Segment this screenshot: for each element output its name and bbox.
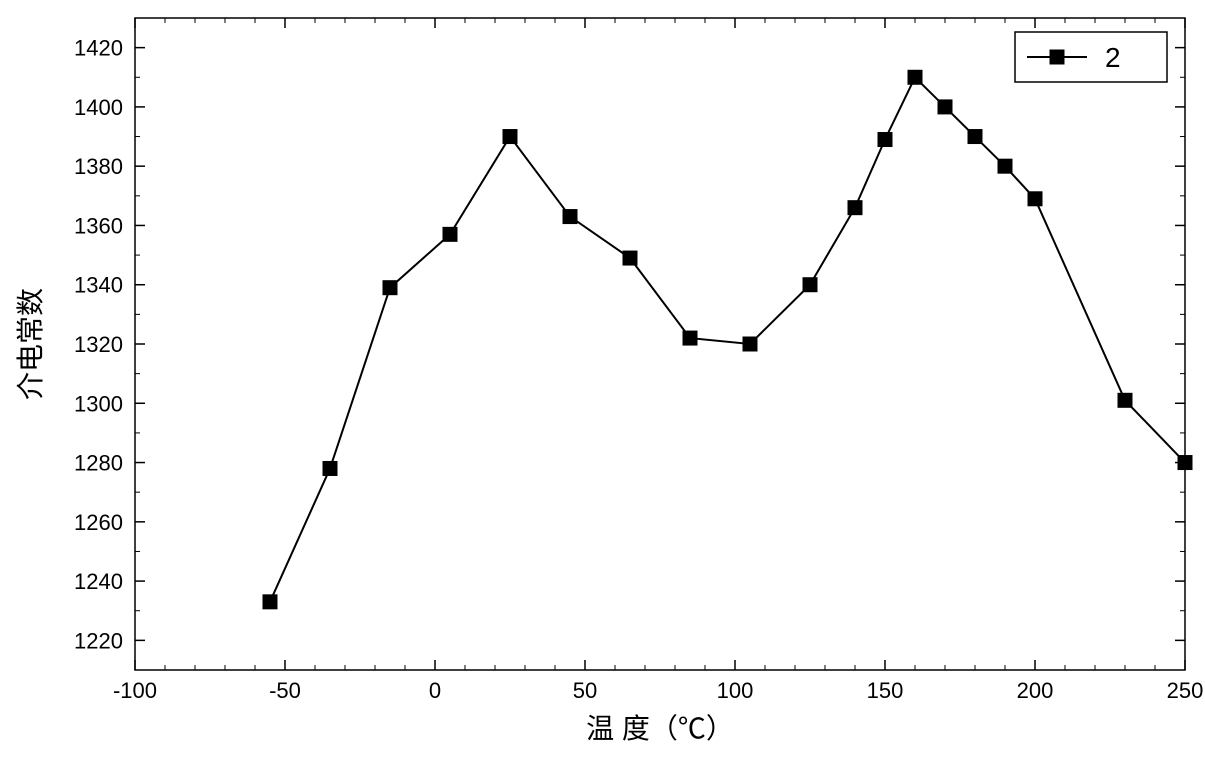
data-marker: [323, 461, 338, 476]
legend-marker: [1050, 50, 1065, 65]
y-tick-label: 1340: [74, 273, 123, 298]
data-marker: [383, 280, 398, 295]
data-marker: [998, 159, 1013, 174]
data-marker: [503, 129, 518, 144]
data-marker: [1178, 455, 1193, 470]
legend-label: 2: [1105, 42, 1121, 73]
data-marker: [563, 209, 578, 224]
data-marker: [743, 337, 758, 352]
data-marker: [803, 277, 818, 292]
x-tick-label: 250: [1167, 678, 1204, 703]
y-tick-label: 1400: [74, 95, 123, 120]
data-marker: [938, 99, 953, 114]
data-marker: [1118, 393, 1133, 408]
chart-svg: -100 -50 0 50 100 150 200 250 温 度（℃） 1220 1240 1260…: [0, 0, 1205, 772]
data-marker: [1028, 191, 1043, 206]
y-axis-title: 介电常数: [15, 288, 46, 400]
y-tick-label: 1320: [74, 332, 123, 357]
y-tick-label: 1360: [74, 213, 123, 238]
data-marker: [848, 200, 863, 215]
data-marker: [683, 331, 698, 346]
y-tick-label: 1280: [74, 451, 123, 476]
data-marker: [968, 129, 983, 144]
y-tick-label: 1380: [74, 154, 123, 179]
y-tick-label: 1240: [74, 569, 123, 594]
x-axis-title: 温 度（℃）: [586, 713, 734, 744]
data-marker: [908, 70, 923, 85]
data-marker: [623, 251, 638, 266]
data-marker: [878, 132, 893, 147]
data-marker: [443, 227, 458, 242]
x-tick-label: 100: [717, 678, 754, 703]
x-tick-label: 150: [867, 678, 904, 703]
y-tick-label: 1220: [74, 628, 123, 653]
data-marker: [263, 594, 278, 609]
x-tick-label: 50: [573, 678, 597, 703]
chart-container: -100 -50 0 50 100 150 200 250 温 度（℃） 1220 1240 1260…: [0, 0, 1205, 772]
x-tick-label: 0: [429, 678, 441, 703]
y-tick-label: 1420: [74, 36, 123, 61]
x-tick-label: 200: [1017, 678, 1054, 703]
y-tick-label: 1260: [74, 510, 123, 535]
series-line: [270, 77, 1185, 602]
x-tick-label: -100: [113, 678, 157, 703]
plot-border: [135, 18, 1185, 670]
y-tick-label: 1300: [74, 391, 123, 416]
x-tick-label: -50: [269, 678, 301, 703]
